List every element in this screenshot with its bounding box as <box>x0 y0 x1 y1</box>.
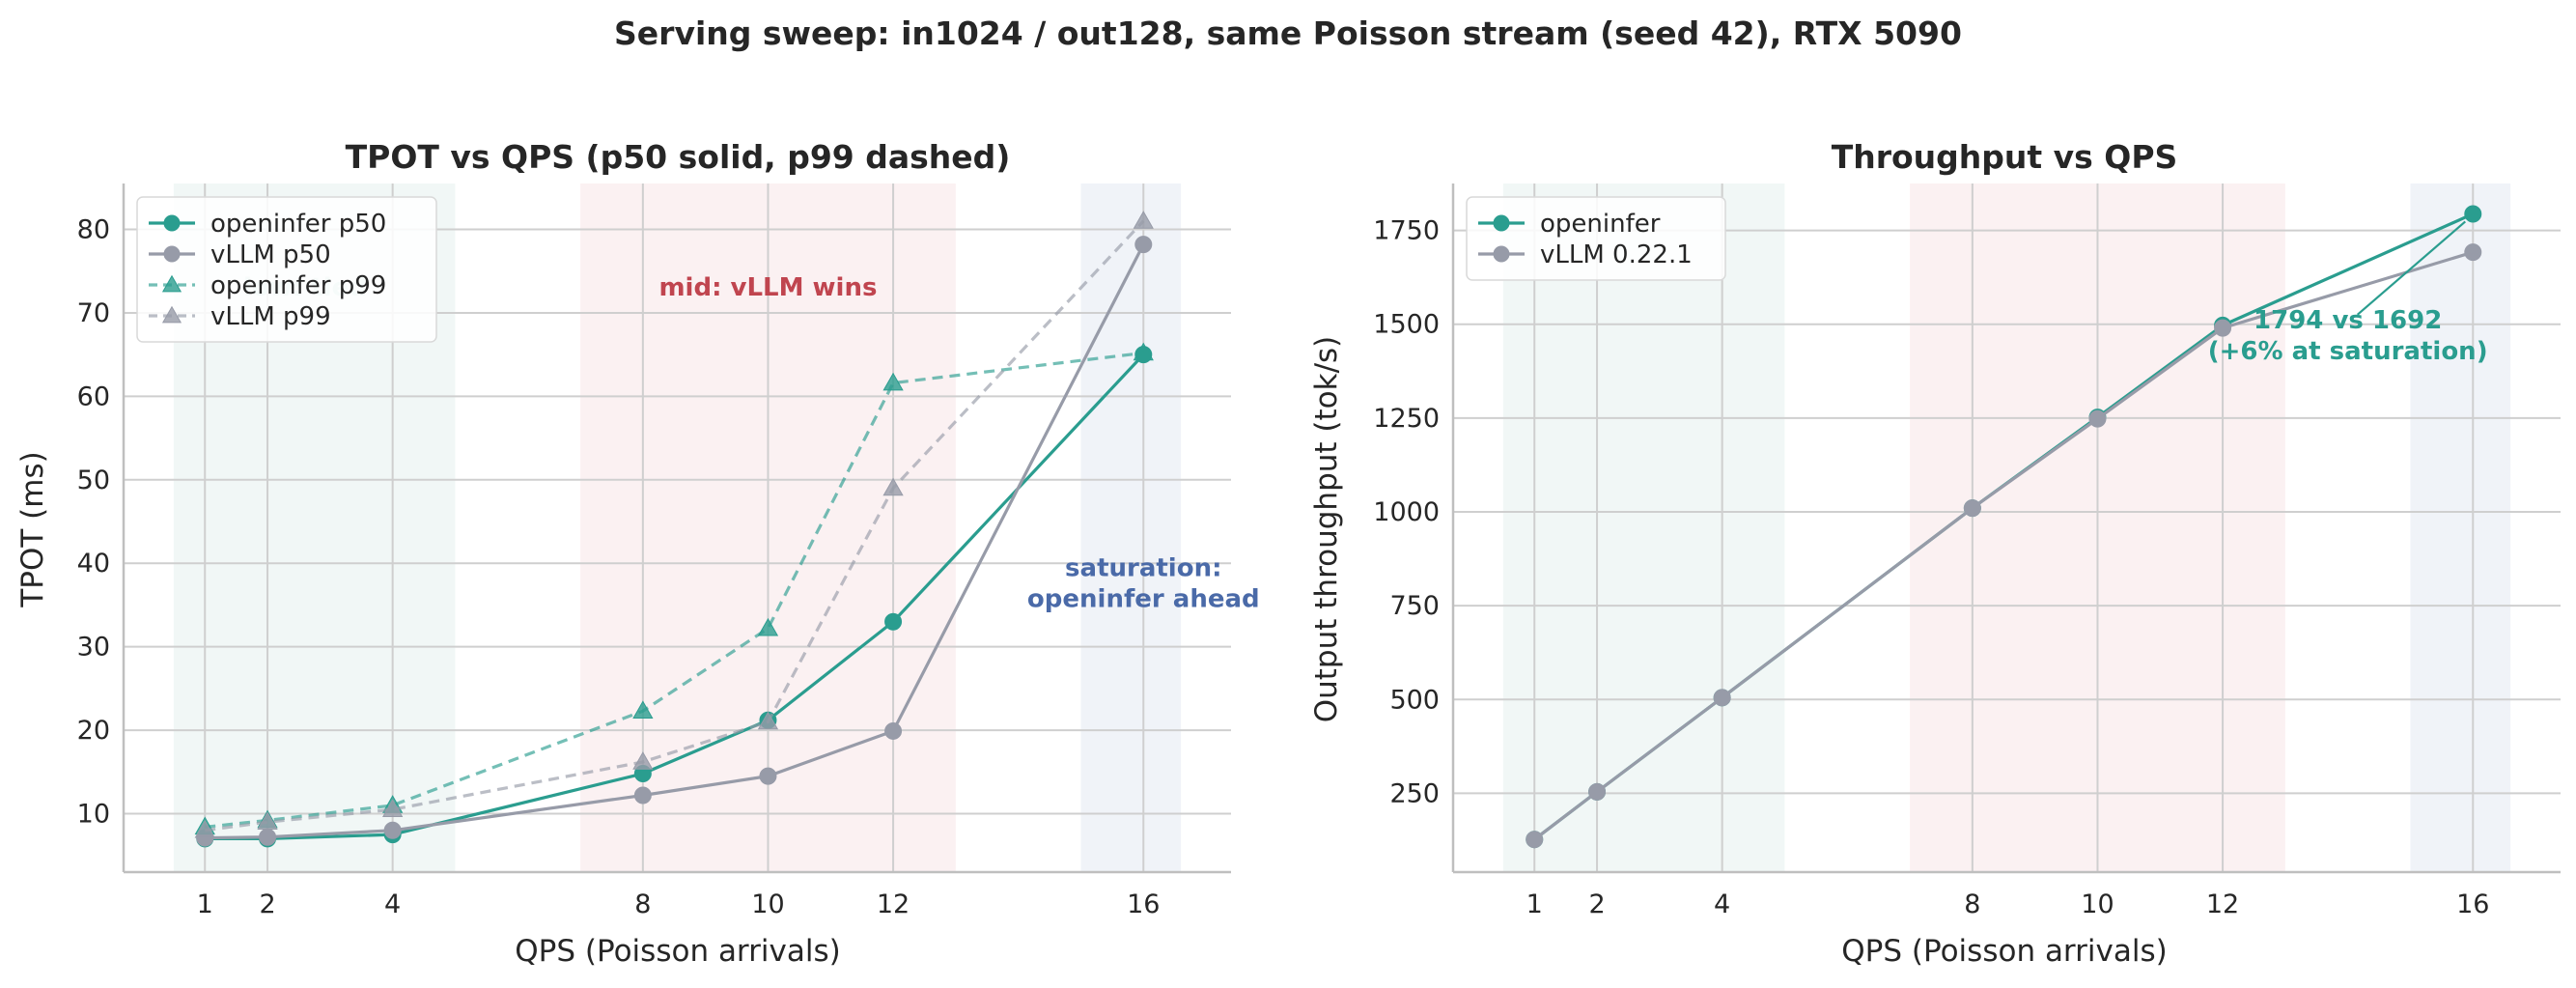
tpot-point-vllm-p99 <box>757 711 779 730</box>
throughput-annotation-arrow <box>2356 220 2466 316</box>
tpot-x-tick-label: 10 <box>751 889 784 919</box>
tpot-point-vllm-p50 <box>383 821 402 839</box>
tpot-legend-marker <box>161 305 182 324</box>
throughput-legend <box>1466 196 1726 281</box>
throughput-y-tick-label: 1500 <box>1373 310 1440 340</box>
throughput-x-tick-label: 4 <box>1714 889 1730 919</box>
throughput-x-tick-label: 1 <box>1526 889 1543 919</box>
tpot-point-openinfer-p99 <box>1133 342 1154 361</box>
tpot-point-openinfer-p99 <box>882 372 904 391</box>
tpot-x-tick-label: 1 <box>197 889 213 919</box>
tpot-y-axis-label: TPOT (ms) <box>15 451 50 607</box>
throughput-x-tick-label: 2 <box>1588 889 1605 919</box>
throughput-legend-marker <box>1493 214 1510 232</box>
tpot-plot-area: 10203040506070801248101216low: tiedmid: … <box>77 183 1260 919</box>
throughput-point-vllm-0-22-1 <box>2464 243 2482 262</box>
throughput-y-tick-label: 500 <box>1389 685 1440 715</box>
throughput-region-saturation <box>2410 183 2511 872</box>
tpot-x-axis-label: QPS (Poisson arrivals) <box>515 934 840 969</box>
throughput-y-tick-label: 250 <box>1389 778 1440 808</box>
throughput-point-vllm-0-22-1 <box>1713 689 1731 707</box>
tpot-x-tick-label: 2 <box>259 889 275 919</box>
tpot-point-vllm-p99 <box>257 811 278 830</box>
tpot-annotation-saturation-openinfer-ahead: saturation: <box>1065 553 1221 582</box>
throughput-chart-title: Throughput vs QPS <box>1832 138 2178 176</box>
tpot-y-tick-label: 30 <box>77 633 110 663</box>
tpot-point-vllm-p99 <box>632 751 654 770</box>
throughput-x-tick-label: 16 <box>2456 889 2489 919</box>
tpot-point-vllm-p50 <box>633 786 652 805</box>
throughput-x-tick-label: 8 <box>1964 889 1980 919</box>
tpot-legend-label: vLLM p50 <box>210 240 331 269</box>
tpot-annotation-saturation-openinfer-ahead: openinfer ahead <box>1027 584 1260 613</box>
tpot-y-tick-label: 60 <box>77 381 110 411</box>
tpot-legend-label: vLLM p99 <box>210 302 331 331</box>
tpot-y-tick-label: 70 <box>77 298 110 328</box>
tpot-x-tick-label: 4 <box>384 889 401 919</box>
throughput-point-vllm-0-22-1 <box>2214 319 2232 337</box>
throughput-y-tick-label: 750 <box>1389 591 1440 621</box>
tpot-y-tick-label: 20 <box>77 716 110 746</box>
tpot-point-openinfer-p50 <box>884 612 903 631</box>
tpot-legend-marker <box>163 245 181 263</box>
tpot-legend <box>136 196 437 343</box>
tpot-point-openinfer-p99 <box>632 700 654 720</box>
throughput-point-vllm-0-22-1 <box>1588 782 1607 801</box>
tpot-x-tick-label: 16 <box>1127 889 1160 919</box>
tpot-region-saturation <box>1080 183 1182 872</box>
tpot-point-vllm-p50 <box>884 721 903 740</box>
tpot-point-openinfer-p99 <box>757 617 779 636</box>
tpot-point-vllm-p99 <box>382 799 404 818</box>
tpot-chart-title: TPOT vs QPS (p50 solid, p99 dashed) <box>346 138 1011 176</box>
tpot-legend-label: openinfer p50 <box>210 210 386 239</box>
throughput-point-vllm-0-22-1 <box>1526 831 1544 849</box>
throughput-y-tick-label: 1000 <box>1373 497 1440 527</box>
tpot-x-tick-label: 12 <box>877 889 910 919</box>
tpot-point-vllm-p99 <box>194 820 215 838</box>
tpot-y-tick-label: 80 <box>77 215 110 245</box>
tpot-legend-label: openinfer p99 <box>210 271 386 300</box>
tpot-point-vllm-p50 <box>759 767 777 785</box>
tpot-point-vllm-p50 <box>259 828 277 846</box>
tpot-chart: 10203040506070801248101216low: tiedmid: … <box>15 138 1260 969</box>
throughput-point-vllm-0-22-1 <box>2088 409 2107 428</box>
throughput-legend-label: openinfer <box>1540 210 1661 239</box>
throughput-annotation-1794-vs-1692-6-at-saturation: (+6% at saturation) <box>2208 337 2488 366</box>
tpot-y-tick-label: 40 <box>77 549 110 579</box>
throughput-legend-label: vLLM 0.22.1 <box>1540 240 1693 269</box>
tpot-y-tick-label: 10 <box>77 800 110 830</box>
throughput-y-tick-label: 1750 <box>1373 216 1440 246</box>
throughput-region-low <box>1502 183 1785 872</box>
throughput-x-tick-label: 10 <box>2081 889 2114 919</box>
throughput-point-vllm-0-22-1 <box>1963 499 1981 518</box>
tpot-point-vllm-p50 <box>1134 236 1153 254</box>
tpot-point-vllm-p99 <box>882 477 904 496</box>
tpot-annotation-mid-vllm-wins: mid: vLLM wins <box>658 273 877 302</box>
tpot-legend-marker <box>161 274 182 293</box>
figure-title: Serving sweep: in1024 / out128, same Poi… <box>614 14 1962 52</box>
throughput-y-axis-label: Output throughput (tok/s) <box>1309 336 1344 723</box>
throughput-x-axis-label: QPS (Poisson arrivals) <box>1841 934 2167 969</box>
throughput-point-openinfer <box>2464 205 2482 223</box>
tpot-x-tick-label: 8 <box>634 889 651 919</box>
tpot-y-tick-label: 50 <box>77 466 110 495</box>
throughput-annotation-1794-vs-1692-6-at-saturation: 1794 vs 1692 <box>2254 306 2442 335</box>
throughput-legend-marker <box>1493 245 1510 263</box>
throughput-x-tick-label: 12 <box>2206 889 2239 919</box>
tpot-legend-marker <box>163 214 181 232</box>
throughput-y-tick-label: 1250 <box>1373 404 1440 434</box>
tpot-point-vllm-p99 <box>1133 211 1154 229</box>
